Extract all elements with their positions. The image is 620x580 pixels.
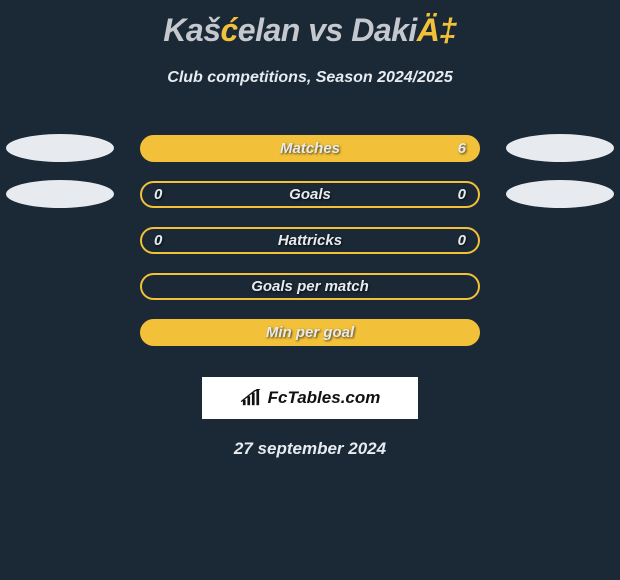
subtitle: Club competitions, Season 2024/2025 [0,69,620,87]
stat-label: Min per goal [266,324,354,341]
stat-label: Goals per match [251,278,369,295]
stat-row-hattricks: 0 Hattricks 0 [0,217,620,263]
stat-row-min-per-goal: Min per goal [0,309,620,355]
stat-left-value: 0 [154,232,162,249]
stat-bar: Min per goal [140,319,480,346]
title-mid: elan vs Daki [238,12,417,48]
stat-left-value: 0 [154,186,162,203]
chart-icon [240,389,262,407]
branding-badge: FcTables.com [202,377,418,419]
stat-label: Goals [289,186,331,203]
player-oval-left [6,180,114,208]
branding-text: FcTables.com [268,388,381,408]
stat-bar: Goals per match [140,273,480,300]
date-text: 27 september 2024 [0,439,620,459]
title-prefix: Kaš [163,12,220,48]
stat-bar: 0 Goals 0 [140,181,480,208]
player-oval-right [506,134,614,162]
stat-label: Matches [280,140,340,157]
title-hl2: Ä‡ [417,12,457,48]
stat-label: Hattricks [278,232,342,249]
stat-row-matches: Matches 6 [0,125,620,171]
page-title: Kašćelan vs DakiÄ‡ [0,12,620,49]
stat-row-goals-per-match: Goals per match [0,263,620,309]
title-hl1: ć [221,12,238,48]
player-oval-right [506,180,614,208]
stats-card: Kašćelan vs DakiÄ‡ Club competitions, Se… [0,0,620,580]
stat-right-value: 0 [458,232,466,249]
stat-rows: Matches 6 0 Goals 0 0 Hattricks 0 [0,125,620,355]
stat-bar: 0 Hattricks 0 [140,227,480,254]
stat-row-goals: 0 Goals 0 [0,171,620,217]
stat-right-value: 6 [458,140,466,157]
player-oval-left [6,134,114,162]
stat-bar: Matches 6 [140,135,480,162]
stat-right-value: 0 [458,186,466,203]
